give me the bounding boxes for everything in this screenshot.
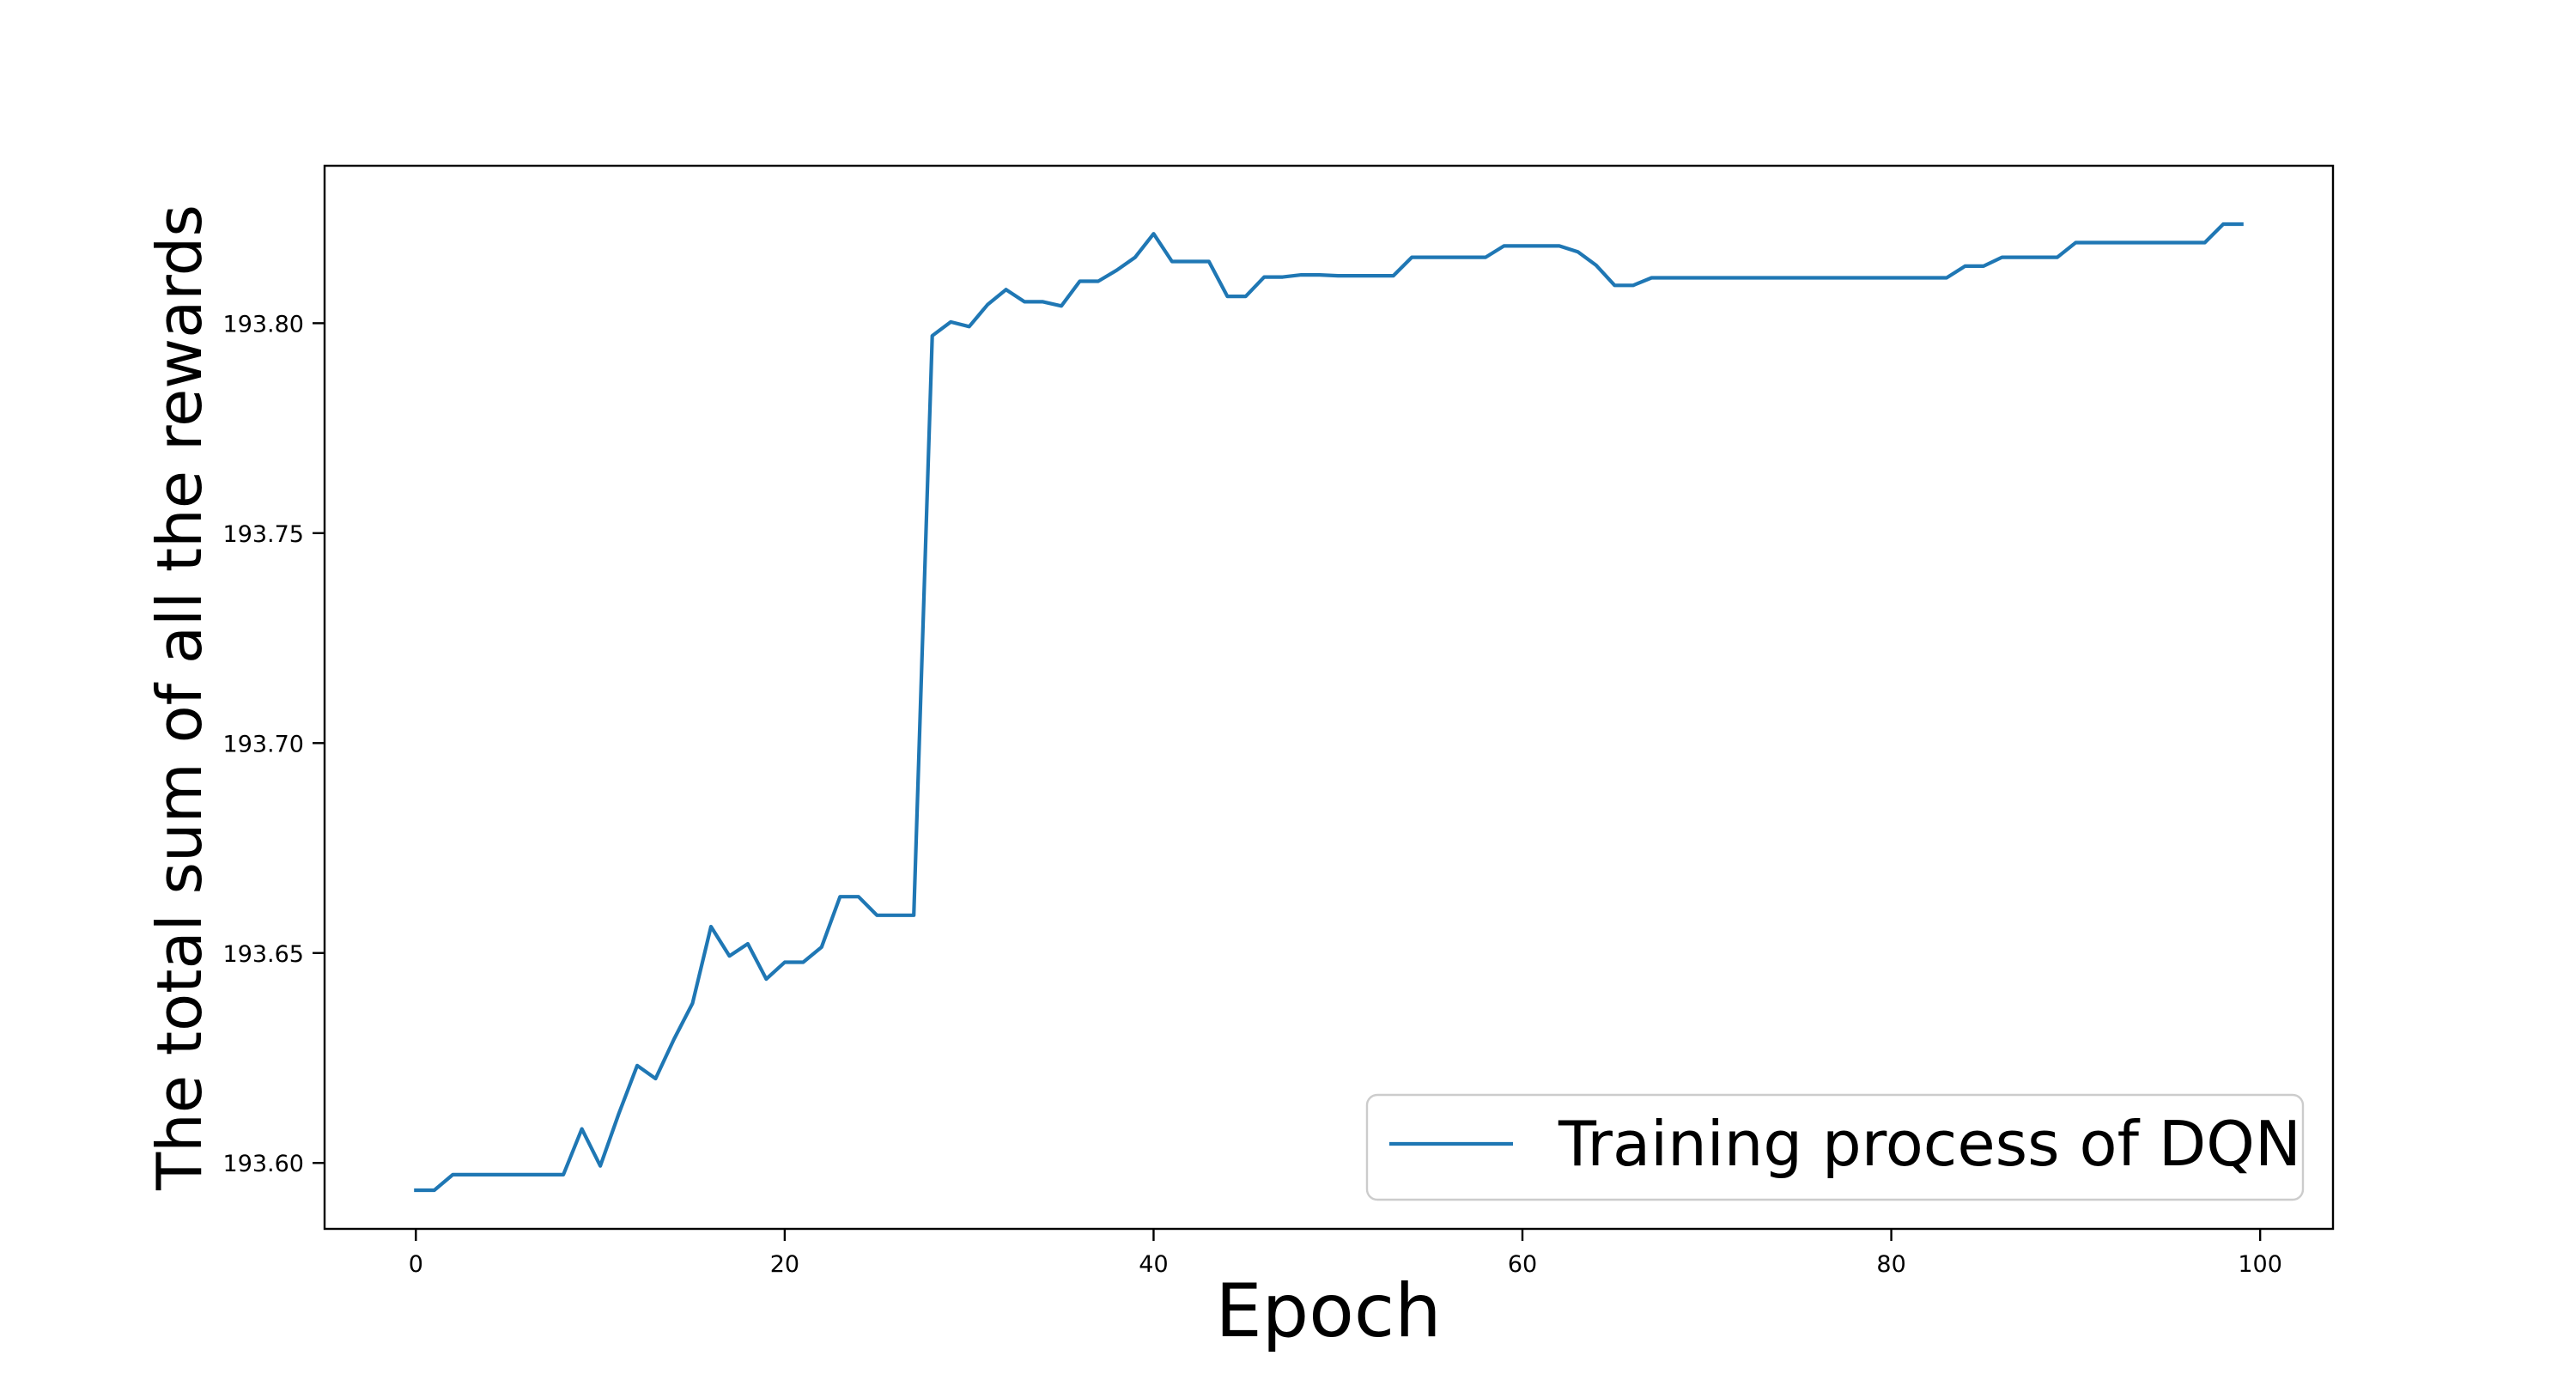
legend-label: Training process of DQN — [1558, 1108, 2301, 1180]
y-tick-label: 193.75 — [223, 521, 304, 548]
x-axis-label: Epoch — [1215, 1268, 1441, 1354]
legend-box — [1365, 1093, 2305, 1201]
x-tick-label: 40 — [1139, 1251, 1168, 1278]
y-axis-ticks: 193.60 193.65 193.70 193.75 193.80 — [223, 311, 325, 1177]
series-line-training-process-of-dqn — [414, 222, 2244, 1193]
y-axis-label: The total sum of all the rewards — [143, 204, 216, 1191]
y-tick-label: 193.60 — [223, 1151, 304, 1177]
x-tick-label: 100 — [2238, 1251, 2282, 1278]
x-tick-label: 0 — [409, 1251, 423, 1278]
x-axis-ticks: 0 20 40 60 80 100 — [409, 1229, 2282, 1278]
x-tick-label: 60 — [1508, 1251, 1537, 1278]
x-tick-label: 80 — [1876, 1251, 1905, 1278]
plot-area-frame — [323, 164, 2335, 1231]
x-tick-label: 20 — [770, 1251, 799, 1278]
y-tick-label: 193.80 — [223, 311, 304, 337]
y-tick-label: 193.70 — [223, 731, 304, 757]
y-tick-label: 193.65 — [223, 941, 304, 968]
legend: Training process of DQN — [1365, 1093, 2305, 1201]
